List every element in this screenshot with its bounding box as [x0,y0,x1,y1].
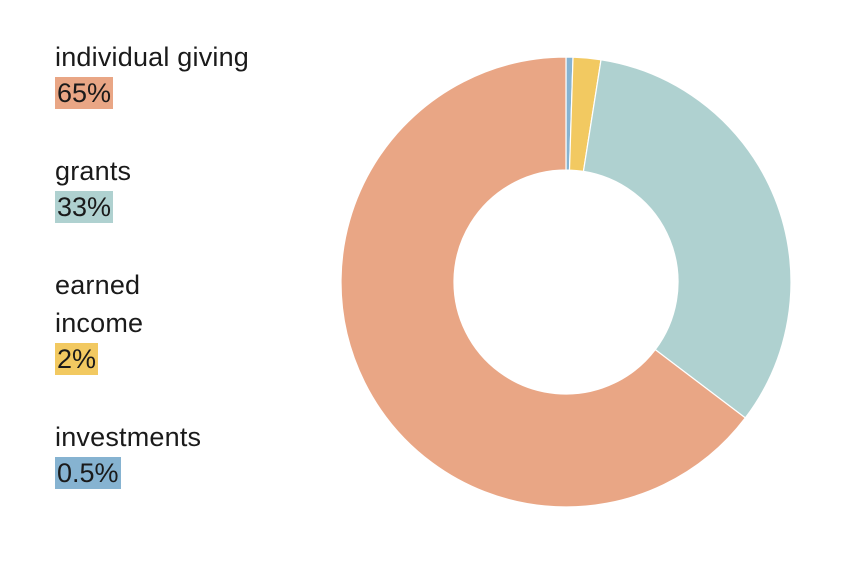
legend-item-earned-income: earned income 2% [55,266,205,375]
legend-label: investments [55,422,202,452]
donut-slice-individual-giving [340,56,747,508]
legend-item-investments: investments 0.5% [55,418,315,489]
donut-chart [340,56,792,508]
legend-label: earned income [55,270,144,338]
legend-label: grants [55,156,132,186]
donut-slice-grants [582,59,792,419]
legend-item-grants: grants 33% [55,152,315,223]
legend-value-badge: 33% [55,191,114,223]
legend-value-badge: 2% [55,343,99,375]
legend-item-individual-giving: individual giving 65% [55,38,315,109]
legend-value-badge: 65% [55,77,114,109]
legend-label: individual giving [55,42,250,72]
legend-value-badge: 0.5% [55,457,121,489]
